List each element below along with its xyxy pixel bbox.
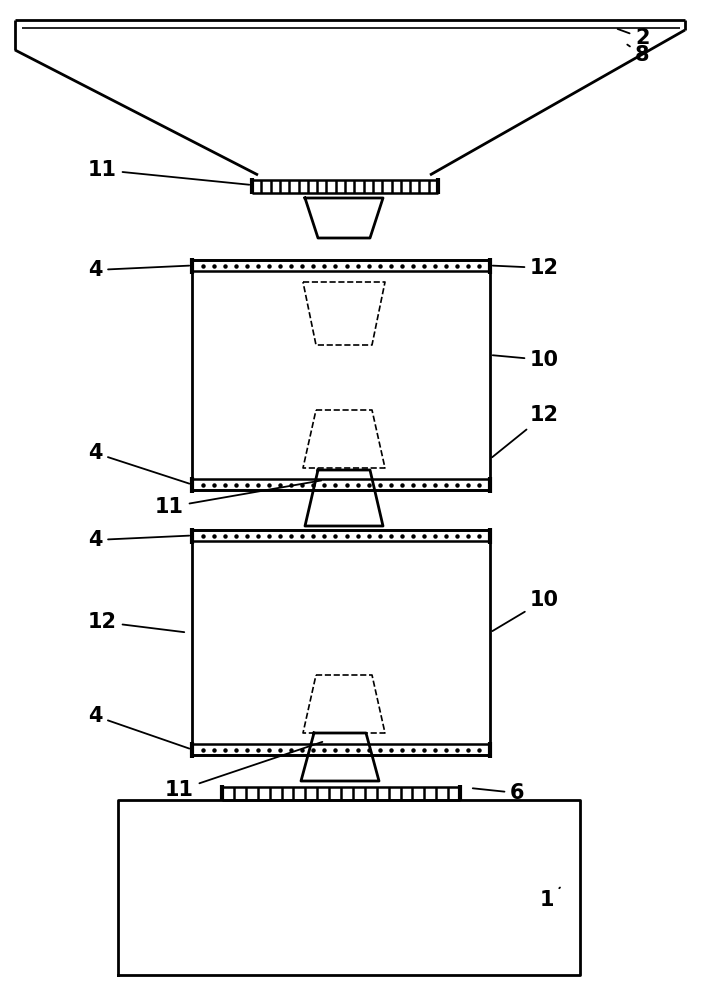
Text: 12: 12 bbox=[493, 258, 559, 278]
Text: 12: 12 bbox=[492, 405, 559, 457]
Text: 10: 10 bbox=[493, 350, 559, 370]
Text: 10: 10 bbox=[492, 590, 559, 631]
Text: 11: 11 bbox=[165, 742, 323, 800]
Text: 11: 11 bbox=[155, 480, 321, 517]
Text: 4: 4 bbox=[88, 443, 189, 484]
Text: 11: 11 bbox=[88, 160, 250, 185]
Text: 1: 1 bbox=[540, 888, 560, 910]
Text: 4: 4 bbox=[88, 706, 189, 749]
Text: 6: 6 bbox=[473, 783, 525, 803]
Text: 12: 12 bbox=[88, 612, 184, 632]
Text: 4: 4 bbox=[88, 260, 189, 280]
Text: 4: 4 bbox=[88, 530, 189, 550]
Text: 2: 2 bbox=[618, 28, 649, 48]
Text: 8: 8 bbox=[627, 45, 649, 65]
